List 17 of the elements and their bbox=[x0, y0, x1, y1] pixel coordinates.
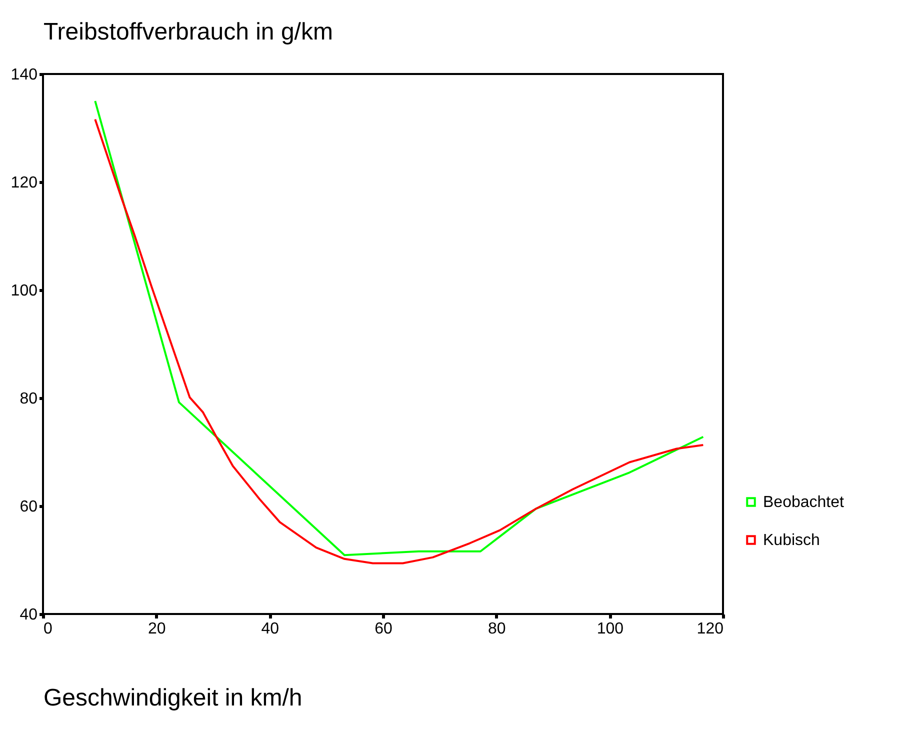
x-tick-label: 80 bbox=[488, 620, 506, 638]
x-tick-label: 40 bbox=[261, 620, 280, 638]
y-tick-label: 80 bbox=[20, 390, 38, 408]
y-tick-label: 60 bbox=[20, 498, 38, 516]
x-tick-label: 20 bbox=[148, 620, 166, 638]
x-axis-title: Geschwindigkeit in km/h bbox=[44, 684, 302, 712]
x-tick-label: 120 bbox=[696, 620, 724, 638]
legend-label: Beobachtet bbox=[763, 494, 845, 511]
y-tick-label: 120 bbox=[10, 174, 38, 192]
x-tick-label: 100 bbox=[596, 620, 624, 638]
y-tick-label: 40 bbox=[20, 606, 38, 624]
x-tick-label: 0 bbox=[44, 620, 52, 638]
x-tick-label: 60 bbox=[374, 620, 392, 638]
legend-label: Kubisch bbox=[763, 532, 820, 549]
y-tick-label: 100 bbox=[10, 282, 38, 300]
y-tick-label: 140 bbox=[10, 66, 38, 84]
y-axis-title: Treibstoffverbrauch in g/km bbox=[44, 18, 333, 46]
